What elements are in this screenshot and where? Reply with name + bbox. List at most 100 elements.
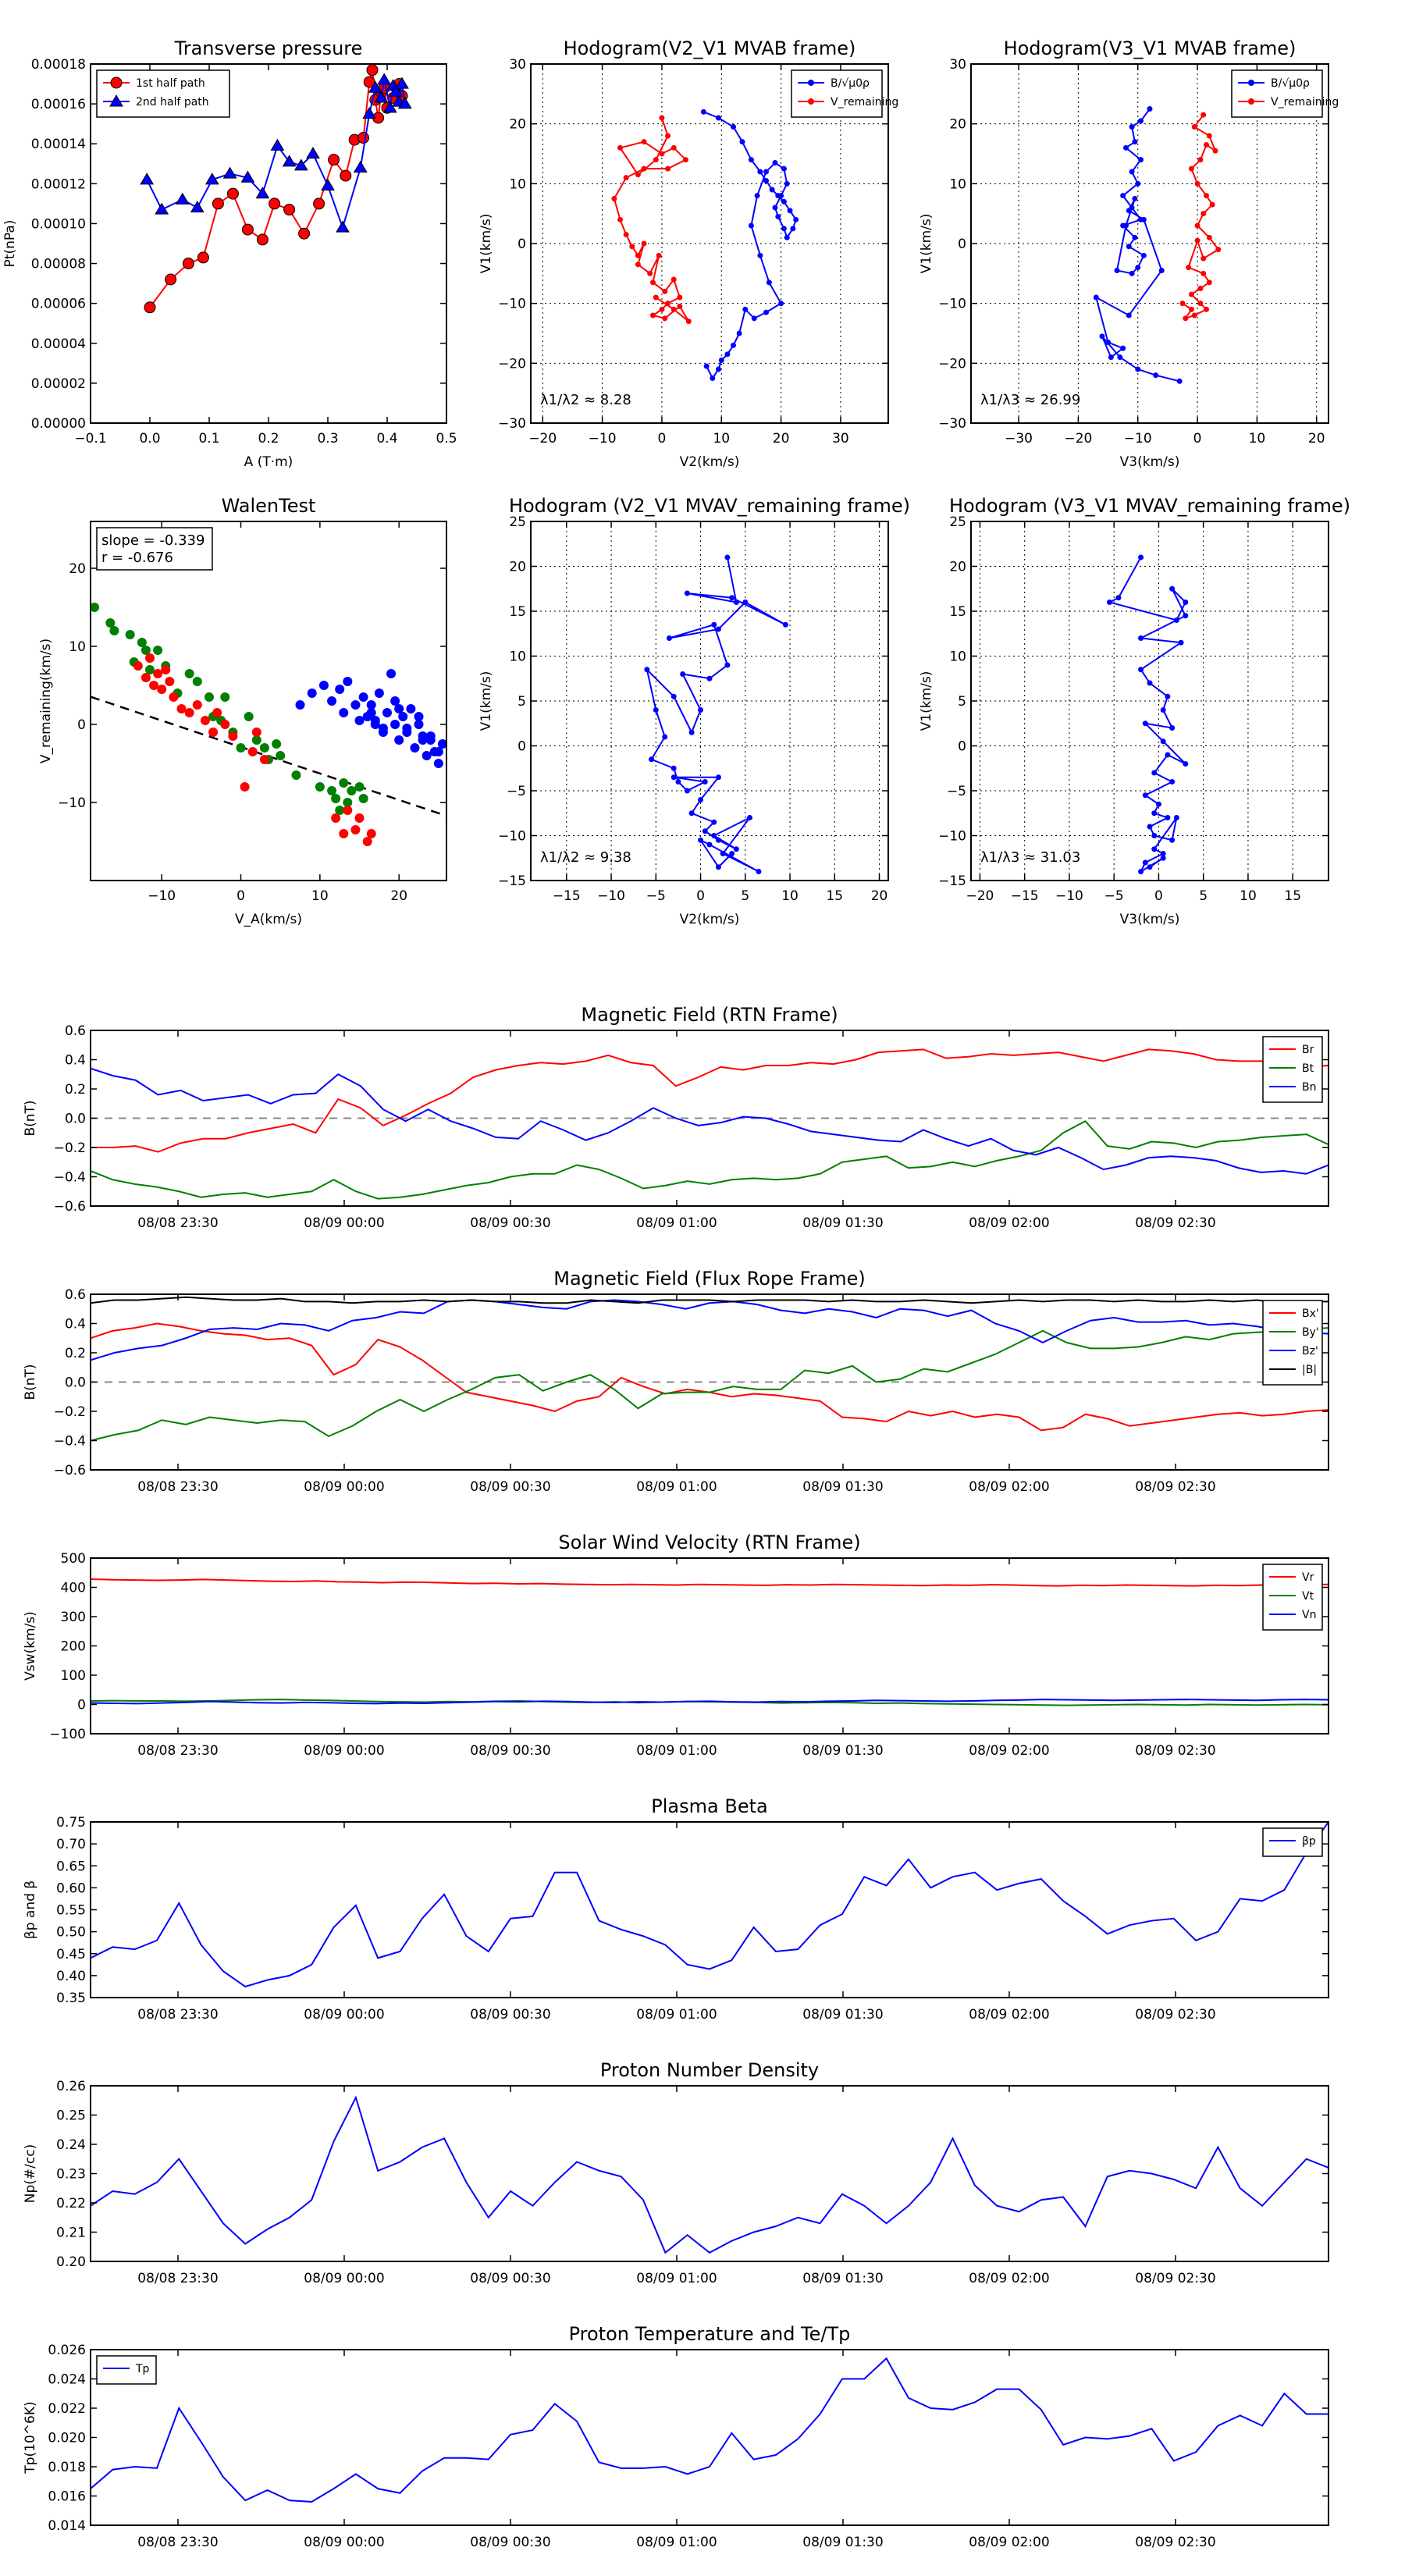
x-axis-label: V_A(km/s) <box>235 912 302 927</box>
x-tick-label: 08/08 23:30 <box>137 1743 218 1759</box>
data-point <box>175 192 190 205</box>
data-point <box>241 223 254 236</box>
data-point <box>684 788 690 794</box>
plot-frame <box>90 2085 1329 2262</box>
series-line <box>91 1578 1329 1587</box>
data-point <box>1106 600 1112 605</box>
data-point <box>220 692 230 702</box>
series-h1-1 <box>611 115 692 325</box>
legend-label: Bt <box>1302 1062 1314 1075</box>
chart-title: Proton Number Density <box>600 2059 819 2081</box>
data-point <box>1160 855 1166 861</box>
data-point <box>665 133 671 139</box>
data-point <box>641 165 647 172</box>
data-point <box>1215 247 1222 253</box>
data-point <box>354 716 365 725</box>
series-tp2-0 <box>91 2357 1329 2503</box>
data-point <box>226 187 239 200</box>
data-point <box>343 806 353 815</box>
data-point <box>653 707 659 713</box>
x-tick-label: 5 <box>1199 888 1208 904</box>
data-point <box>394 735 404 745</box>
y-tick-label: 0.022 <box>48 2401 86 2417</box>
legend-marker <box>110 76 123 89</box>
plot-frame <box>90 1821 1329 1998</box>
data-point <box>680 671 686 677</box>
x-tick-label: 08/09 02:00 <box>969 2007 1049 2023</box>
data-point <box>1126 208 1132 214</box>
data-point <box>772 160 778 165</box>
data-point <box>1160 738 1166 745</box>
data-point <box>366 708 376 717</box>
x-tick-label: 10 <box>311 888 329 904</box>
data-point <box>298 227 311 240</box>
x-tick-label: 08/09 00:30 <box>470 1743 550 1759</box>
data-point <box>228 731 238 741</box>
data-point <box>182 258 194 270</box>
data-point <box>766 279 772 286</box>
legend-box <box>791 69 883 118</box>
series-mag_fr-3 <box>91 1296 1329 1304</box>
data-point <box>1138 635 1144 641</box>
data-point <box>711 621 717 628</box>
data-point <box>1160 707 1166 713</box>
y-tick-label: 0.018 <box>48 2460 86 2475</box>
legend-label: V_remaining <box>831 96 898 109</box>
legend-marker <box>1248 80 1254 86</box>
chart-walen: −10 0 10 20 −10 0 10 20 WalenTest V_A(km/s) V_rema… <box>38 495 447 927</box>
series-h2-0 <box>1093 106 1183 384</box>
data-point <box>662 734 668 740</box>
data-point <box>1135 366 1141 372</box>
data-point <box>659 115 665 121</box>
x-tick-label: 08/08 23:30 <box>137 1479 218 1495</box>
data-point <box>742 306 749 312</box>
data-point <box>781 165 787 172</box>
data-point <box>629 244 635 250</box>
data-point <box>635 252 641 258</box>
legend-label: Bn <box>1302 1081 1316 1094</box>
data-point <box>787 208 793 214</box>
data-point <box>270 138 285 151</box>
data-point <box>739 139 745 145</box>
data-point <box>675 779 681 785</box>
annotation-text: r = -0.676 <box>101 550 173 566</box>
y-tick-label: −15 <box>938 873 966 889</box>
series-line <box>91 1067 1329 1175</box>
data-point <box>145 653 155 663</box>
y-tick-label: 0.65 <box>56 1859 86 1874</box>
chart-title: Hodogram(V2_V1 MVAB frame) <box>564 37 856 59</box>
data-point <box>165 273 177 286</box>
data-point <box>327 696 337 706</box>
data-point <box>259 743 269 753</box>
gridlines <box>531 521 888 881</box>
y-tick-label: 25 <box>949 514 966 530</box>
legend: B/√μ0ρ V_remaining <box>791 69 898 118</box>
y-tick-label: 0.00008 <box>31 257 86 272</box>
data-point <box>1197 286 1204 291</box>
data-point <box>623 232 629 237</box>
data-point <box>617 144 623 151</box>
x-tick-label: −30 <box>1005 431 1033 447</box>
y-tick-label: 0.00000 <box>31 416 86 432</box>
x-tick-label: 08/09 01:00 <box>636 2007 717 2023</box>
data-point <box>197 251 209 264</box>
data-point <box>295 700 305 710</box>
y-tick-label: −10 <box>498 829 526 845</box>
data-point <box>1204 306 1210 312</box>
data-point <box>1173 617 1179 623</box>
y-tick-label: 0.4 <box>65 1317 86 1332</box>
series-mag_rtn-2 <box>91 1067 1329 1175</box>
y-tick-label: −30 <box>938 416 966 432</box>
data-point <box>700 109 706 115</box>
data-point <box>724 554 731 560</box>
chart-np: 0.20 0.21 0.22 0.23 0.24 0.25 0.26 08/08 23:30 0… <box>23 2059 1329 2286</box>
chart-mag_rtn: −0.6 −0.4 −0.2 0.0 0.2 0.4 0.6 08/08 23:30 08/09… <box>23 1004 1329 1231</box>
data-point <box>715 626 721 632</box>
data-point <box>1142 859 1148 866</box>
data-point <box>1147 864 1153 870</box>
data-point <box>670 306 677 312</box>
data-point <box>641 139 647 145</box>
data-point <box>666 635 672 641</box>
data-point <box>1132 139 1138 145</box>
data-point <box>1129 169 1135 175</box>
